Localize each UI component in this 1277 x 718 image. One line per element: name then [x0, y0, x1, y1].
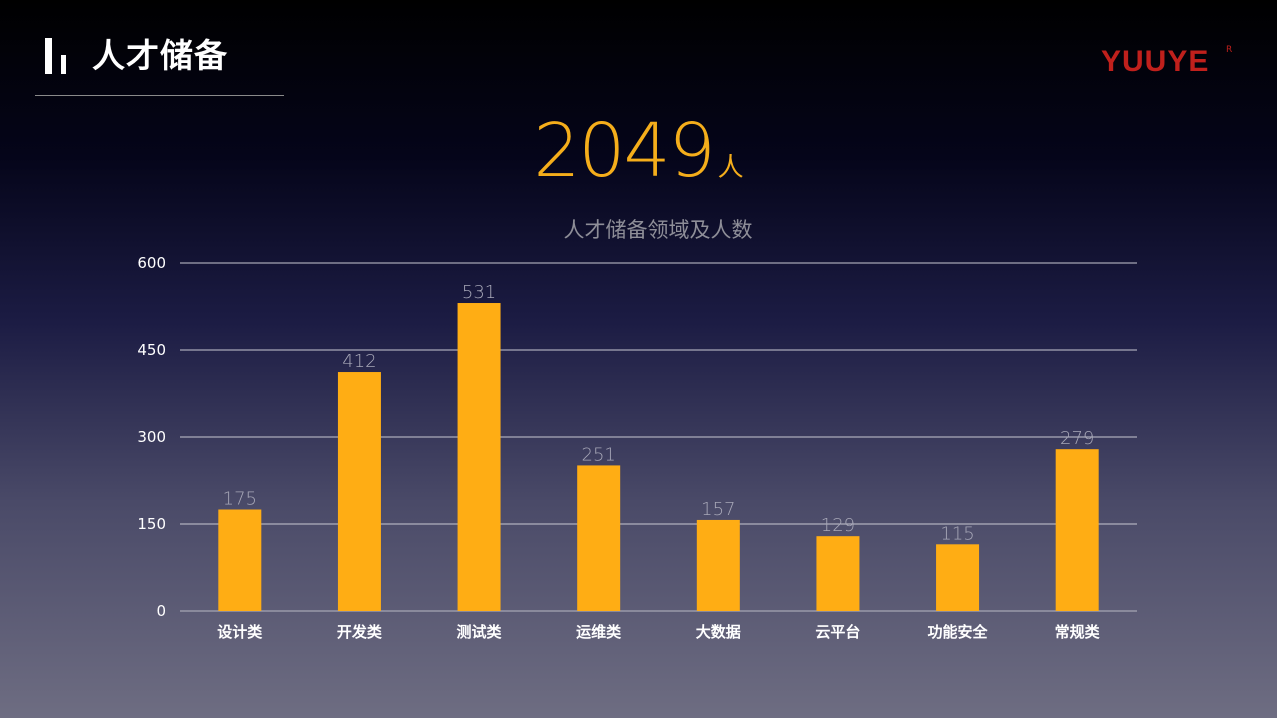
x-tick-label: 测试类	[457, 623, 503, 641]
data-label: 129	[821, 515, 855, 536]
x-tick-label: 开发类	[337, 623, 383, 641]
bar	[1055, 449, 1099, 611]
bar	[218, 509, 262, 611]
x-tick-label: 设计类	[217, 623, 263, 641]
title-divider	[35, 95, 284, 96]
page-title: 人才储备	[92, 36, 228, 75]
bar	[816, 536, 860, 611]
data-label: 279	[1060, 428, 1094, 449]
y-tick-label: 600	[137, 254, 166, 272]
bar	[696, 519, 740, 611]
bar	[337, 372, 381, 611]
brand-logo: YUUYE	[1101, 45, 1210, 78]
total-count: 2049	[533, 108, 715, 194]
data-label: 251	[582, 444, 616, 465]
bar	[936, 544, 980, 611]
title-bar-icon	[45, 38, 75, 76]
data-label: 175	[223, 489, 257, 510]
data-label: 412	[342, 351, 376, 372]
x-tick-label: 常规类	[1055, 623, 1101, 641]
total-headline: 2049 人	[0, 108, 1277, 194]
total-unit: 人	[717, 153, 744, 183]
y-tick-label: 150	[137, 515, 166, 533]
x-tick-label: 运维类	[576, 623, 622, 641]
x-tick-label: 功能安全	[928, 623, 989, 641]
y-tick-label: 0	[156, 602, 166, 620]
registered-mark: R	[1226, 45, 1233, 55]
y-tick-label: 450	[137, 341, 166, 359]
x-tick-label: 云平台	[815, 623, 860, 641]
x-tick-label: 大数据	[696, 623, 741, 641]
bar	[457, 303, 501, 611]
data-label: 115	[940, 523, 974, 544]
data-label: 157	[701, 499, 735, 520]
data-label: 531	[462, 282, 496, 303]
chart-title: 人才储备领域及人数	[563, 218, 753, 242]
bar	[577, 465, 621, 611]
y-tick-label: 300	[137, 428, 166, 446]
